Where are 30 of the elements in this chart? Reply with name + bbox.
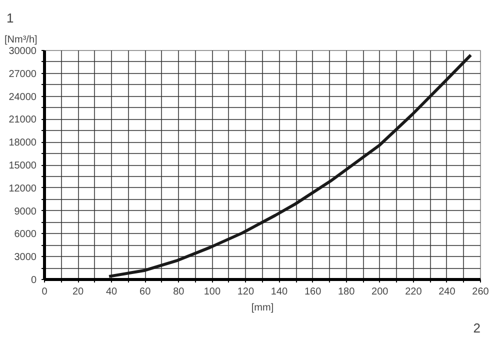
x-tick-label: 0 — [42, 286, 48, 298]
x-tick-label: 260 — [472, 286, 490, 298]
x-tick-label: 20 — [72, 286, 84, 298]
x-tick-label: 140 — [270, 286, 288, 298]
x-tick-label: 80 — [173, 286, 185, 298]
x-tick-label: 120 — [237, 286, 255, 298]
y-tick-label: 12000 — [8, 183, 37, 194]
line-series — [108, 54, 472, 278]
y-tick-label: 15000 — [8, 160, 37, 172]
y-tick-label: 21000 — [8, 114, 37, 126]
y-tick-label: 27000 — [8, 68, 37, 80]
y-tick-label: 24000 — [8, 92, 37, 103]
text: 2 — [473, 320, 481, 336]
x-tick-label: 160 — [304, 286, 322, 298]
y-tick-label: 9000 — [14, 206, 37, 218]
x-axis-title: [mm] — [251, 302, 274, 314]
x-tick-label: 40 — [106, 286, 118, 298]
x-tick-label: 220 — [405, 286, 422, 298]
y-tick-label: 30000 — [8, 46, 37, 57]
y-tick-label: 6000 — [14, 229, 37, 240]
y-tick-label: 3000 — [14, 252, 37, 264]
x-tick-label: 180 — [338, 286, 356, 298]
y-tick-label: 18000 — [8, 138, 37, 149]
x-tick-label: 240 — [438, 286, 456, 298]
x-tick-label: 200 — [372, 286, 389, 298]
y-axis-title: [Nm³/h] — [4, 34, 38, 46]
text: 1 — [6, 10, 14, 26]
x-tick-label: 100 — [204, 286, 221, 298]
x-tick-label: 60 — [140, 286, 152, 298]
y-tick-label: 0 — [30, 275, 37, 286]
